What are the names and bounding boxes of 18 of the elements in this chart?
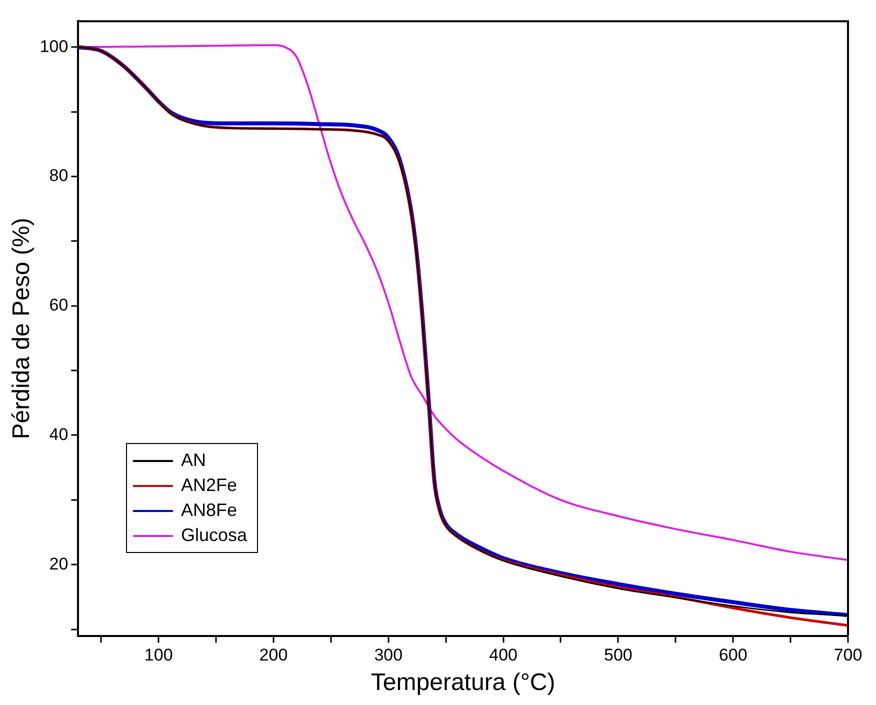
y-tick-label: 80 <box>49 166 68 186</box>
x-tick-label: 600 <box>718 646 748 665</box>
y-tick-label: 100 <box>40 36 68 56</box>
legend-label: AN2Fe <box>181 474 238 497</box>
x-axis-title: Temperatura (°C) <box>370 669 556 696</box>
x-tick-label: 300 <box>374 646 403 665</box>
x-tick-label: 200 <box>259 646 288 665</box>
x-tick-label: 100 <box>144 646 173 665</box>
x-tick-label: 500 <box>604 646 632 665</box>
x-tick-label: 700 <box>834 646 862 665</box>
y-tick-label: 20 <box>49 554 68 574</box>
y-tick-label: 60 <box>49 296 68 315</box>
x-tick-label: 400 <box>489 646 518 665</box>
y-axis-title: Pérdida de Peso (%) <box>8 218 36 440</box>
y-tick-label: 40 <box>49 424 68 444</box>
legend-label: Glucosa <box>181 524 248 547</box>
legend-label: AN <box>181 449 206 472</box>
legend-label: AN8Fe <box>181 499 238 522</box>
